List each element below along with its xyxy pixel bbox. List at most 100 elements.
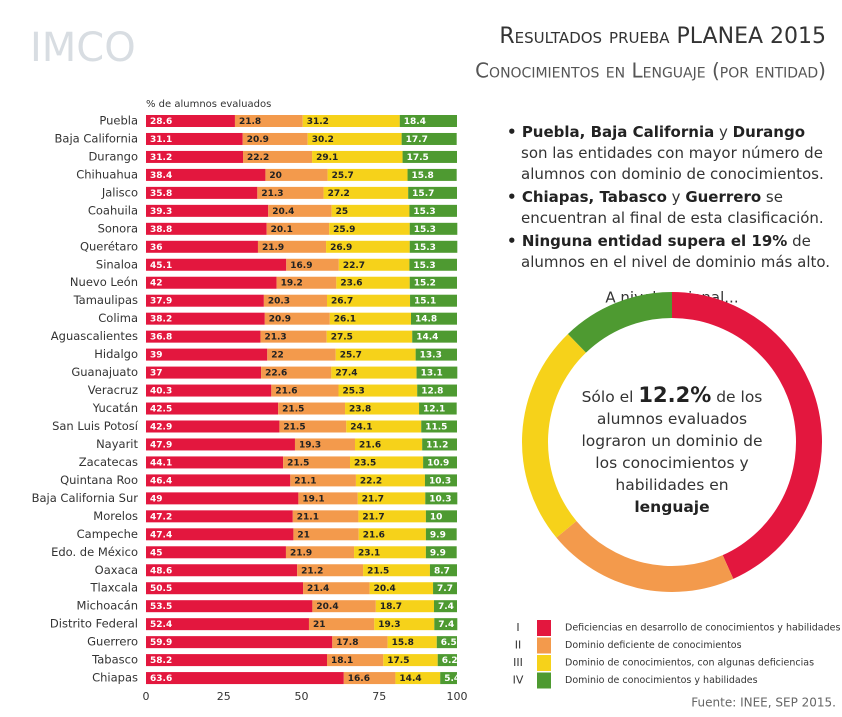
legend-level: I bbox=[516, 621, 519, 634]
bar-segment bbox=[357, 492, 426, 505]
bar-segment bbox=[409, 240, 458, 253]
data-label: 24.1 bbox=[350, 422, 372, 432]
data-label: 21.5 bbox=[287, 458, 309, 468]
data-label: 45.1 bbox=[150, 261, 172, 271]
category-label: San Luis Potosí bbox=[52, 419, 139, 433]
bar-segment bbox=[332, 636, 388, 649]
data-label: 29.1 bbox=[316, 153, 338, 163]
data-label: 22.6 bbox=[265, 369, 287, 379]
data-label: 6.5 bbox=[441, 638, 457, 648]
bar-segment bbox=[312, 150, 403, 163]
data-label: 11.5 bbox=[425, 422, 447, 432]
category-label: Tlaxcala bbox=[90, 581, 138, 595]
data-label: 45 bbox=[150, 548, 163, 558]
note-text: Puebla, Baja California bbox=[521, 123, 715, 141]
data-label: 25.7 bbox=[332, 171, 354, 181]
note-text: y bbox=[714, 123, 733, 141]
data-label: 19.3 bbox=[378, 620, 400, 630]
data-label: 21 bbox=[297, 530, 310, 540]
bar-segment bbox=[146, 546, 286, 559]
category-label: Chihuahua bbox=[76, 167, 138, 181]
data-label: 35.8 bbox=[150, 189, 172, 199]
data-label: 42 bbox=[150, 279, 163, 289]
bar-segment bbox=[326, 330, 413, 343]
data-label: 25 bbox=[336, 207, 349, 217]
data-label: 23.8 bbox=[349, 405, 371, 415]
category-label: Durango bbox=[88, 149, 138, 163]
data-label: 21.9 bbox=[290, 548, 312, 558]
bar-segment bbox=[399, 115, 457, 127]
data-label: 21.2 bbox=[301, 566, 323, 576]
data-label: 14.8 bbox=[415, 315, 437, 325]
bar-segment bbox=[358, 528, 426, 541]
donut-segment bbox=[672, 292, 822, 579]
category-label: Sinaloa bbox=[96, 257, 138, 271]
bar-segment bbox=[146, 276, 277, 289]
bar-segment bbox=[146, 294, 264, 307]
legend-level: III bbox=[513, 656, 523, 669]
bar-segment bbox=[323, 186, 409, 199]
bar-segment bbox=[375, 600, 434, 613]
bar-segment bbox=[409, 258, 457, 271]
bar-segment bbox=[331, 204, 410, 217]
data-label: 42.9 bbox=[150, 422, 172, 432]
bar-segment bbox=[286, 258, 339, 271]
data-label: 23.5 bbox=[354, 458, 376, 468]
bar-segment bbox=[263, 294, 328, 307]
bar-segment bbox=[358, 510, 426, 523]
legend-swatch bbox=[537, 655, 551, 671]
bar-segment bbox=[146, 330, 261, 343]
data-label: 19.2 bbox=[281, 279, 303, 289]
data-label: 7.4 bbox=[438, 620, 454, 630]
category-label: Michoacán bbox=[77, 599, 138, 613]
category-label: Veracruz bbox=[88, 383, 138, 397]
source: Fuente: INEE, SEP 2015. bbox=[691, 696, 836, 710]
data-label: 15.7 bbox=[412, 189, 434, 199]
category-label: Yucatán bbox=[92, 401, 138, 415]
data-label: 20.1 bbox=[271, 225, 293, 235]
bar-segment bbox=[429, 564, 457, 577]
bar-segment bbox=[146, 654, 328, 667]
data-label: 21.5 bbox=[283, 422, 305, 432]
bar-segment bbox=[410, 294, 457, 307]
bar-segment bbox=[146, 600, 313, 613]
data-label: 20.4 bbox=[316, 602, 338, 612]
donut-segment bbox=[522, 333, 586, 538]
bar-segment bbox=[261, 366, 332, 379]
bar-segment bbox=[416, 366, 458, 379]
bar-segment bbox=[285, 546, 355, 559]
bar-segment bbox=[338, 384, 418, 397]
data-label: 39.3 bbox=[150, 207, 172, 217]
bar-segment bbox=[257, 186, 324, 199]
bar-segment bbox=[257, 240, 327, 253]
bar-segment bbox=[298, 492, 358, 505]
category-label: Distrito Federal bbox=[50, 617, 138, 631]
data-label: 15.3 bbox=[413, 261, 435, 271]
data-label: 7.7 bbox=[437, 584, 453, 594]
logo: IMCO bbox=[30, 25, 136, 71]
note-text: Chiapas, Tabasco bbox=[521, 188, 667, 206]
data-label: 21.5 bbox=[367, 566, 389, 576]
category-label: Tamaulipas bbox=[73, 293, 138, 307]
data-label: 63.6 bbox=[150, 674, 172, 684]
category-label: Querétaro bbox=[80, 239, 138, 253]
bar-segment bbox=[234, 115, 303, 127]
category-label: Aguascalientes bbox=[51, 329, 138, 343]
donut-text: Sólo el 12.2% de los alumnos evaluados l… bbox=[577, 384, 767, 518]
category-label: Nayarit bbox=[96, 437, 138, 451]
data-label: 27.5 bbox=[331, 333, 353, 343]
bar-segment bbox=[279, 420, 347, 433]
data-label: 49 bbox=[150, 494, 163, 504]
data-label: 21.7 bbox=[362, 512, 384, 522]
bar-segment bbox=[312, 600, 376, 613]
text: lenguaje bbox=[634, 498, 710, 516]
bar-segment bbox=[425, 546, 457, 559]
bar-segment bbox=[436, 636, 457, 649]
data-label: 17.5 bbox=[407, 153, 429, 163]
bar-segment bbox=[433, 582, 457, 595]
bar-segment bbox=[401, 132, 457, 145]
bar-segment bbox=[267, 348, 336, 361]
legend-label: Dominio deficiente de conocimientos bbox=[565, 640, 742, 651]
data-label: 20.9 bbox=[269, 315, 291, 325]
bar-segment bbox=[374, 618, 435, 631]
